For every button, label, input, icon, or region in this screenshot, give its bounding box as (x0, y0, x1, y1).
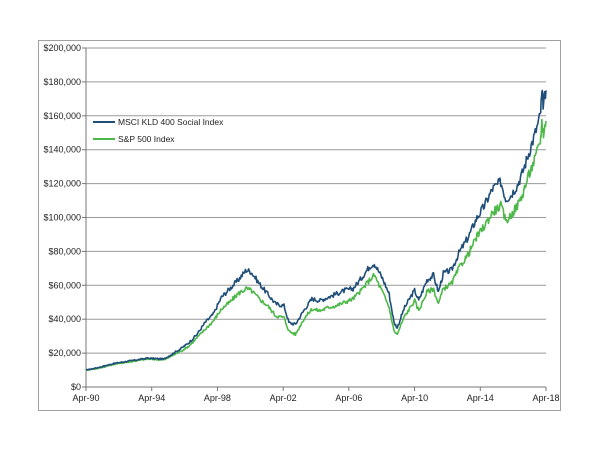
y-tick-label: $180,000 (43, 77, 81, 87)
x-tick-label: Apr-18 (532, 393, 559, 403)
y-tick-label: $60,000 (48, 280, 81, 290)
y-tick-label: $20,000 (48, 348, 81, 358)
axes (82, 47, 547, 391)
y-tick-labels: $0 $20,000 $40,000 $60,000 $80,000 $100,000 $1… (43, 43, 81, 392)
legend-label-sp500: S&P 500 Index (118, 134, 175, 144)
series-line-sp500 (85, 118, 547, 372)
x-tick-label: Apr-10 (401, 393, 428, 403)
y-tick-label: $200,000 (43, 43, 81, 53)
x-tick-label: Apr-02 (270, 393, 297, 403)
y-tick-label: $40,000 (48, 314, 81, 324)
x-tick-label: Apr-90 (72, 393, 99, 403)
y-tick-label: $140,000 (43, 145, 81, 155)
y-tick-label: $100,000 (43, 213, 81, 223)
x-tick-label: Apr-98 (204, 393, 231, 403)
series-line-msci-kld-400 (85, 89, 547, 371)
x-tick-labels: Apr-90 Apr-94 Apr-98 Apr-02 Apr-06 Apr-10 Apr-… (72, 393, 559, 403)
x-tick-label: Apr-14 (467, 393, 494, 403)
x-tick-label: Apr-94 (138, 393, 165, 403)
y-tick-label: $120,000 (43, 179, 81, 189)
y-tick-label: $0 (71, 382, 81, 392)
y-tick-label: $160,000 (43, 111, 81, 121)
x-tick-label: Apr-06 (335, 393, 362, 403)
series-lines (85, 89, 547, 372)
gridlines (86, 47, 546, 354)
y-tick-label: $80,000 (48, 246, 81, 256)
legend: MSCI KLD 400 Social Index S&P 500 Index (93, 117, 224, 144)
legend-label-msci: MSCI KLD 400 Social Index (118, 117, 224, 127)
